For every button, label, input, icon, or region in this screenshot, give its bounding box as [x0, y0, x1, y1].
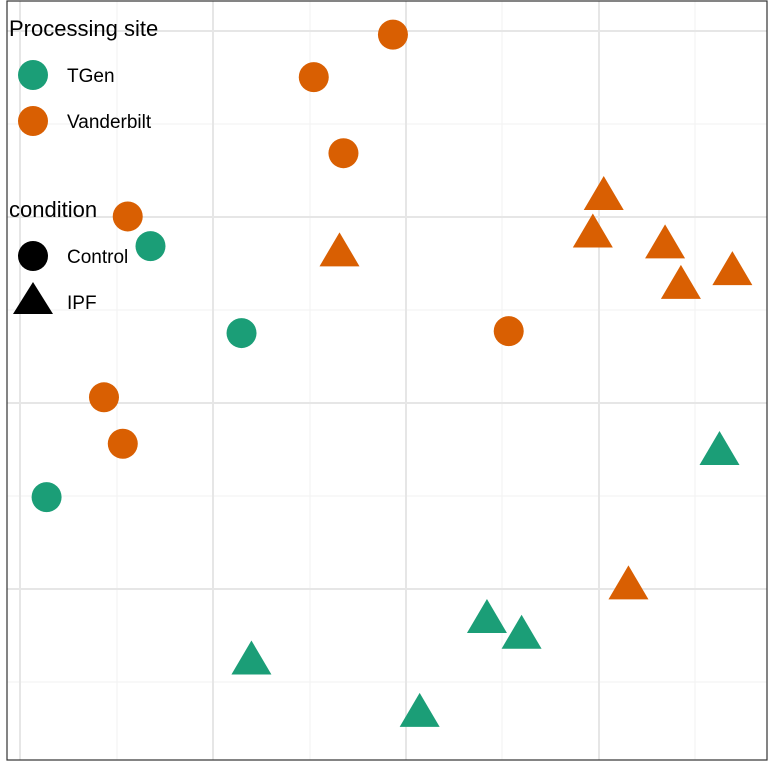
legend-title-condition: condition	[9, 197, 97, 222]
point-control-vanderbilt	[328, 138, 359, 169]
legend-label-vanderbilt: Vanderbilt	[67, 112, 152, 133]
point-ipf-vanderbilt	[319, 232, 360, 267]
point-ipf-vanderbilt	[608, 565, 649, 600]
legend-label-control: Control	[67, 247, 128, 268]
point-control-tgen	[135, 231, 166, 262]
point-ipf-vanderbilt	[645, 224, 686, 259]
point-ipf-vanderbilt	[660, 264, 701, 299]
point-control-vanderbilt	[298, 62, 329, 93]
legend-processing-site: Processing site TGen Vanderbilt	[9, 16, 158, 136]
legend-title-processing-site: Processing site	[9, 16, 158, 41]
point-ipf-tgen	[399, 692, 440, 727]
point-control-vanderbilt	[493, 316, 524, 347]
point-control-vanderbilt	[107, 428, 138, 459]
point-control-vanderbilt	[88, 382, 119, 413]
point-ipf-tgen	[501, 614, 542, 649]
point-ipf-vanderbilt	[712, 251, 753, 286]
point-control-vanderbilt	[112, 201, 143, 232]
plot-background	[7, 1, 767, 760]
legend-label-ipf: IPF	[67, 293, 97, 314]
legend-condition: condition Control IPF	[9, 197, 128, 314]
legend-key-control	[18, 241, 48, 271]
legend-key-vanderbilt	[18, 106, 48, 136]
point-control-tgen	[226, 318, 257, 349]
plot-border	[6, 0, 768, 761]
point-ipf-tgen	[231, 640, 272, 675]
point-control-vanderbilt	[377, 19, 408, 50]
point-control-tgen	[31, 482, 62, 513]
point-ipf-vanderbilt	[583, 175, 624, 210]
point-ipf-tgen	[466, 598, 507, 633]
data-points	[31, 19, 753, 727]
point-ipf-tgen	[699, 430, 740, 465]
legend-label-tgen: TGen	[67, 66, 115, 87]
legend-key-tgen	[18, 60, 48, 90]
legend-key-ipf	[13, 282, 53, 314]
point-ipf-vanderbilt	[572, 213, 613, 248]
